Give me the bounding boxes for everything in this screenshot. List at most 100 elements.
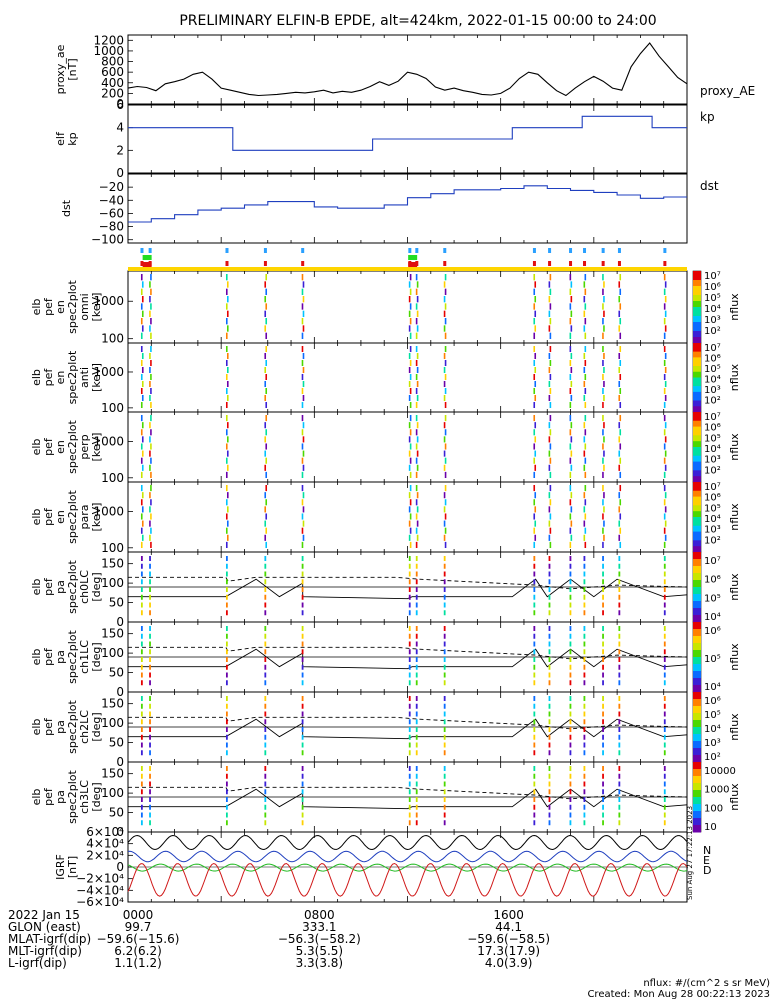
pitch-angle-pixel: [583, 696, 586, 701]
pitch-angle-pixel: [140, 579, 143, 585]
spectrogram-pixel: [149, 325, 151, 332]
spectrogram-pixel: [444, 415, 447, 422]
colorbar-cell: [693, 549, 701, 553]
pitch-angle-pixel: [264, 781, 267, 787]
pitch-angle-pixel: [569, 571, 572, 577]
spectrogram-pixel: [150, 541, 152, 548]
colorbar-tick-label: 10⁵: [704, 293, 721, 304]
colorbar-cell: [693, 435, 701, 439]
pitch-angle-pixel: [569, 789, 572, 795]
pitch-angle-pixel: [140, 703, 143, 709]
colorbar-cell: [693, 508, 701, 512]
spectrogram-pixel: [409, 388, 412, 394]
pitch-angle-pixel: [569, 649, 572, 655]
pitch-angle-pixel: [264, 820, 267, 826]
pitch-angle-pixel: [583, 587, 586, 592]
spectrogram-pixel: [603, 534, 605, 541]
spectrogram-pixel: [226, 325, 229, 332]
spectrogram-pixel: [150, 374, 152, 380]
colorbar-cell: [693, 615, 701, 619]
pitch-angle-pixel: [548, 633, 551, 639]
spectrogram-pixel: [302, 506, 305, 513]
pitch-angle-pixel: [569, 812, 572, 818]
pitch-angle-pixel: [301, 727, 304, 732]
spectrogram-pixel: [619, 360, 622, 366]
spectrogram-pixel: [664, 464, 667, 471]
spectrogram-pixel: [570, 534, 573, 541]
spectrogram-pixel: [416, 281, 419, 288]
pitch-angle-pixel: [583, 556, 586, 561]
pitch-angle-pixel: [225, 610, 228, 616]
spectrogram-pixel: [583, 464, 586, 471]
colorbar-cell: [693, 681, 701, 686]
spectrogram-pixel: [409, 415, 412, 422]
spectrogram-pixel: [619, 303, 622, 310]
pitch-angle-pixel: [301, 703, 304, 709]
spectrogram-pixel: [533, 527, 536, 534]
pitch-angle-pixel: [301, 571, 304, 577]
colorbar-tick-label: 10³: [704, 738, 721, 749]
pitch-angle-pixel: [602, 680, 604, 686]
spectrogram-pixel: [549, 274, 552, 281]
spectrogram-pixel: [225, 288, 228, 295]
pitch-angle-pixel: [225, 734, 228, 740]
pitch-angle-ylabel: pa: [54, 580, 67, 594]
pitch-angle-pixel: [663, 664, 666, 670]
pitch-angle-ylabel: spec2plot: [66, 770, 79, 824]
spectrogram-pixel: [619, 429, 622, 436]
pitch-angle-pixel: [415, 579, 418, 585]
pitch-angle-pixel: [415, 781, 418, 787]
spectrogram-pixel: [534, 506, 537, 513]
spectrogram-pixel: [264, 520, 267, 527]
colorbar-cell: [693, 409, 701, 413]
pitch-angle-pixel: [569, 804, 572, 810]
proxy_AE-series-line: [127, 42, 688, 97]
spectrogram-pixel: [149, 492, 151, 499]
pitch-angle-pixel: [548, 750, 551, 756]
colorbar-cell: [693, 604, 701, 609]
pitch-angle-pixel: [149, 773, 151, 779]
pitch-angle-pixel: [149, 812, 151, 818]
spectrogram-ylabel: elb: [30, 439, 43, 456]
colorbar-tick-label: 10000: [704, 766, 736, 777]
spectrogram-pixel: [533, 429, 536, 436]
spectrogram-pixel: [140, 429, 143, 436]
spectrogram-pixel: [225, 318, 228, 325]
pitch-angle-pixel: [548, 812, 551, 818]
spectrogram-pixel: [569, 457, 572, 464]
pass-marker-blue: [148, 248, 152, 253]
pitch-angle-pixel: [140, 727, 143, 732]
pitch-angle-pixel: [602, 719, 604, 725]
colorbar-cell: [693, 716, 701, 721]
colorbar-cell: [693, 685, 701, 689]
spectrogram-pixel: [444, 457, 447, 464]
colorbar-tick-label: 10²: [704, 465, 721, 476]
colorbar-cell: [693, 625, 701, 630]
spectrogram-pixel: [150, 443, 152, 450]
pitch-angle-pixel: [569, 672, 572, 678]
pitch-angle-pixel: [618, 789, 621, 795]
spectrogram-pixel: [584, 471, 587, 478]
spectrogram-pixel: [301, 471, 304, 478]
spectrogram-pixel: [570, 464, 573, 471]
colorbar-cell: [693, 537, 701, 541]
pitch-angle-pixel: [533, 610, 536, 616]
spectrogram-pixel: [569, 429, 572, 436]
spectrogram-pixel: [583, 492, 586, 499]
spectrogram-pixel: [301, 303, 304, 310]
pass-marker-red: [225, 261, 229, 266]
spectrogram-pixel: [602, 527, 604, 534]
pitch-angle-pixel: [548, 703, 551, 709]
spectrogram-pixel: [141, 310, 144, 317]
pitch-angle-pixel: [602, 641, 604, 647]
colorbar-cell: [693, 313, 701, 317]
igrf-tick-label: −2×10⁴: [76, 872, 124, 886]
spectrogram-pixel: [602, 457, 604, 464]
spectrogram-pixel: [416, 422, 419, 429]
spectrogram-pixel: [409, 541, 412, 548]
colorbar-cell: [693, 522, 701, 527]
pitch-angle-pixel: [583, 711, 586, 717]
colorbar-cell: [693, 473, 701, 477]
footer-row-value: 0000: [123, 908, 154, 922]
spectrogram-pixel: [534, 310, 537, 317]
